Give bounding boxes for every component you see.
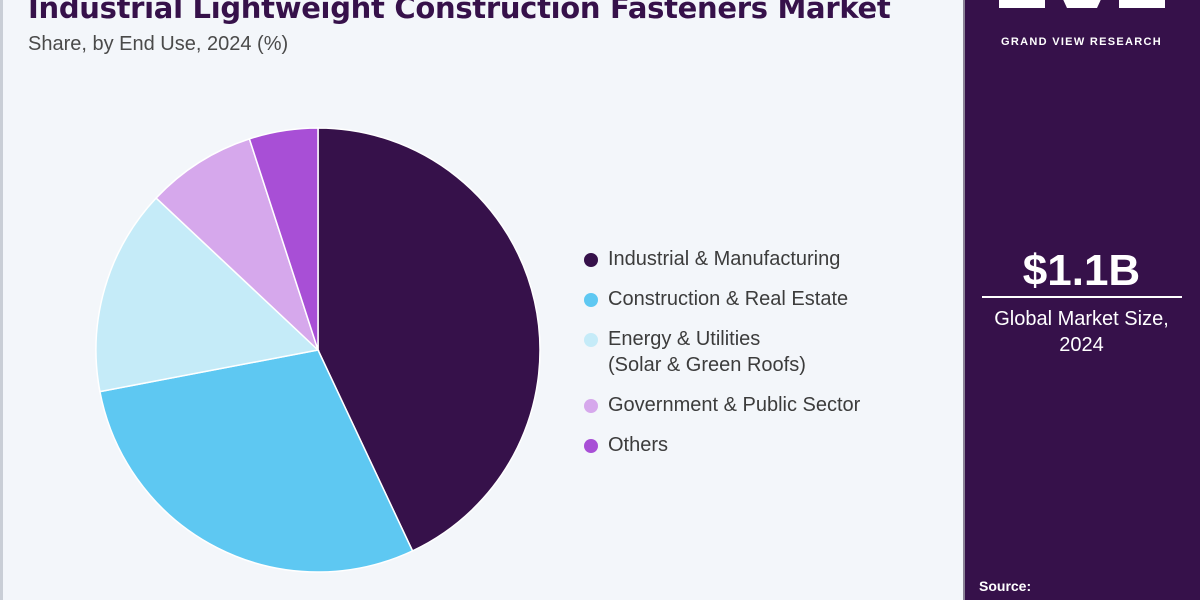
market-size-label: Global Market Size, 2024 [994, 308, 1169, 356]
legend-label: Industrial & Manufacturing [608, 248, 841, 270]
legend-swatch [584, 253, 598, 267]
chart-subtitle: Share, by End Use, 2024 (%) [28, 33, 289, 55]
legend-swatch [584, 293, 598, 307]
chart-legend: Industrial & Manufacturing Construction &… [584, 246, 860, 472]
chart-title: Industrial Lightweight Construction Fast… [28, 0, 891, 25]
pie-chart [95, 127, 541, 573]
legend-swatch [584, 399, 598, 413]
gvr-logo-icon [999, 0, 1165, 8]
brand-name: GRAND VIEW RESEARCH [1001, 36, 1162, 48]
legend-item: Others [584, 432, 860, 458]
legend-swatch [584, 439, 598, 453]
legend-item: Construction & Real Estate [584, 286, 860, 312]
legend-item: Government & Public Sector [584, 392, 860, 418]
legend-label: Government & Public Sector [608, 394, 861, 416]
legend-swatch [584, 333, 598, 347]
pie-slice [95, 196, 320, 393]
side-panel: GRAND VIEW RESEARCH $1.1B Global Market … [963, 0, 1200, 600]
legend-item: Industrial & Manufacturing [584, 246, 860, 272]
divider [982, 296, 1182, 298]
pie-slice [99, 349, 414, 573]
source-label: Source: [979, 578, 1032, 594]
left-border [0, 0, 3, 600]
pie-slice [317, 127, 541, 552]
legend-label: Construction & Real Estate [608, 288, 849, 310]
pie-slice [248, 127, 319, 351]
legend-item: Energy & Utilities (Solar & Green Roofs) [584, 326, 860, 378]
pie-slice [155, 137, 319, 351]
market-size-value: $1.1B [1022, 246, 1141, 295]
legend-label: Energy & Utilities (Solar & Green Roofs) [608, 328, 806, 376]
legend-label: Others [608, 434, 669, 456]
